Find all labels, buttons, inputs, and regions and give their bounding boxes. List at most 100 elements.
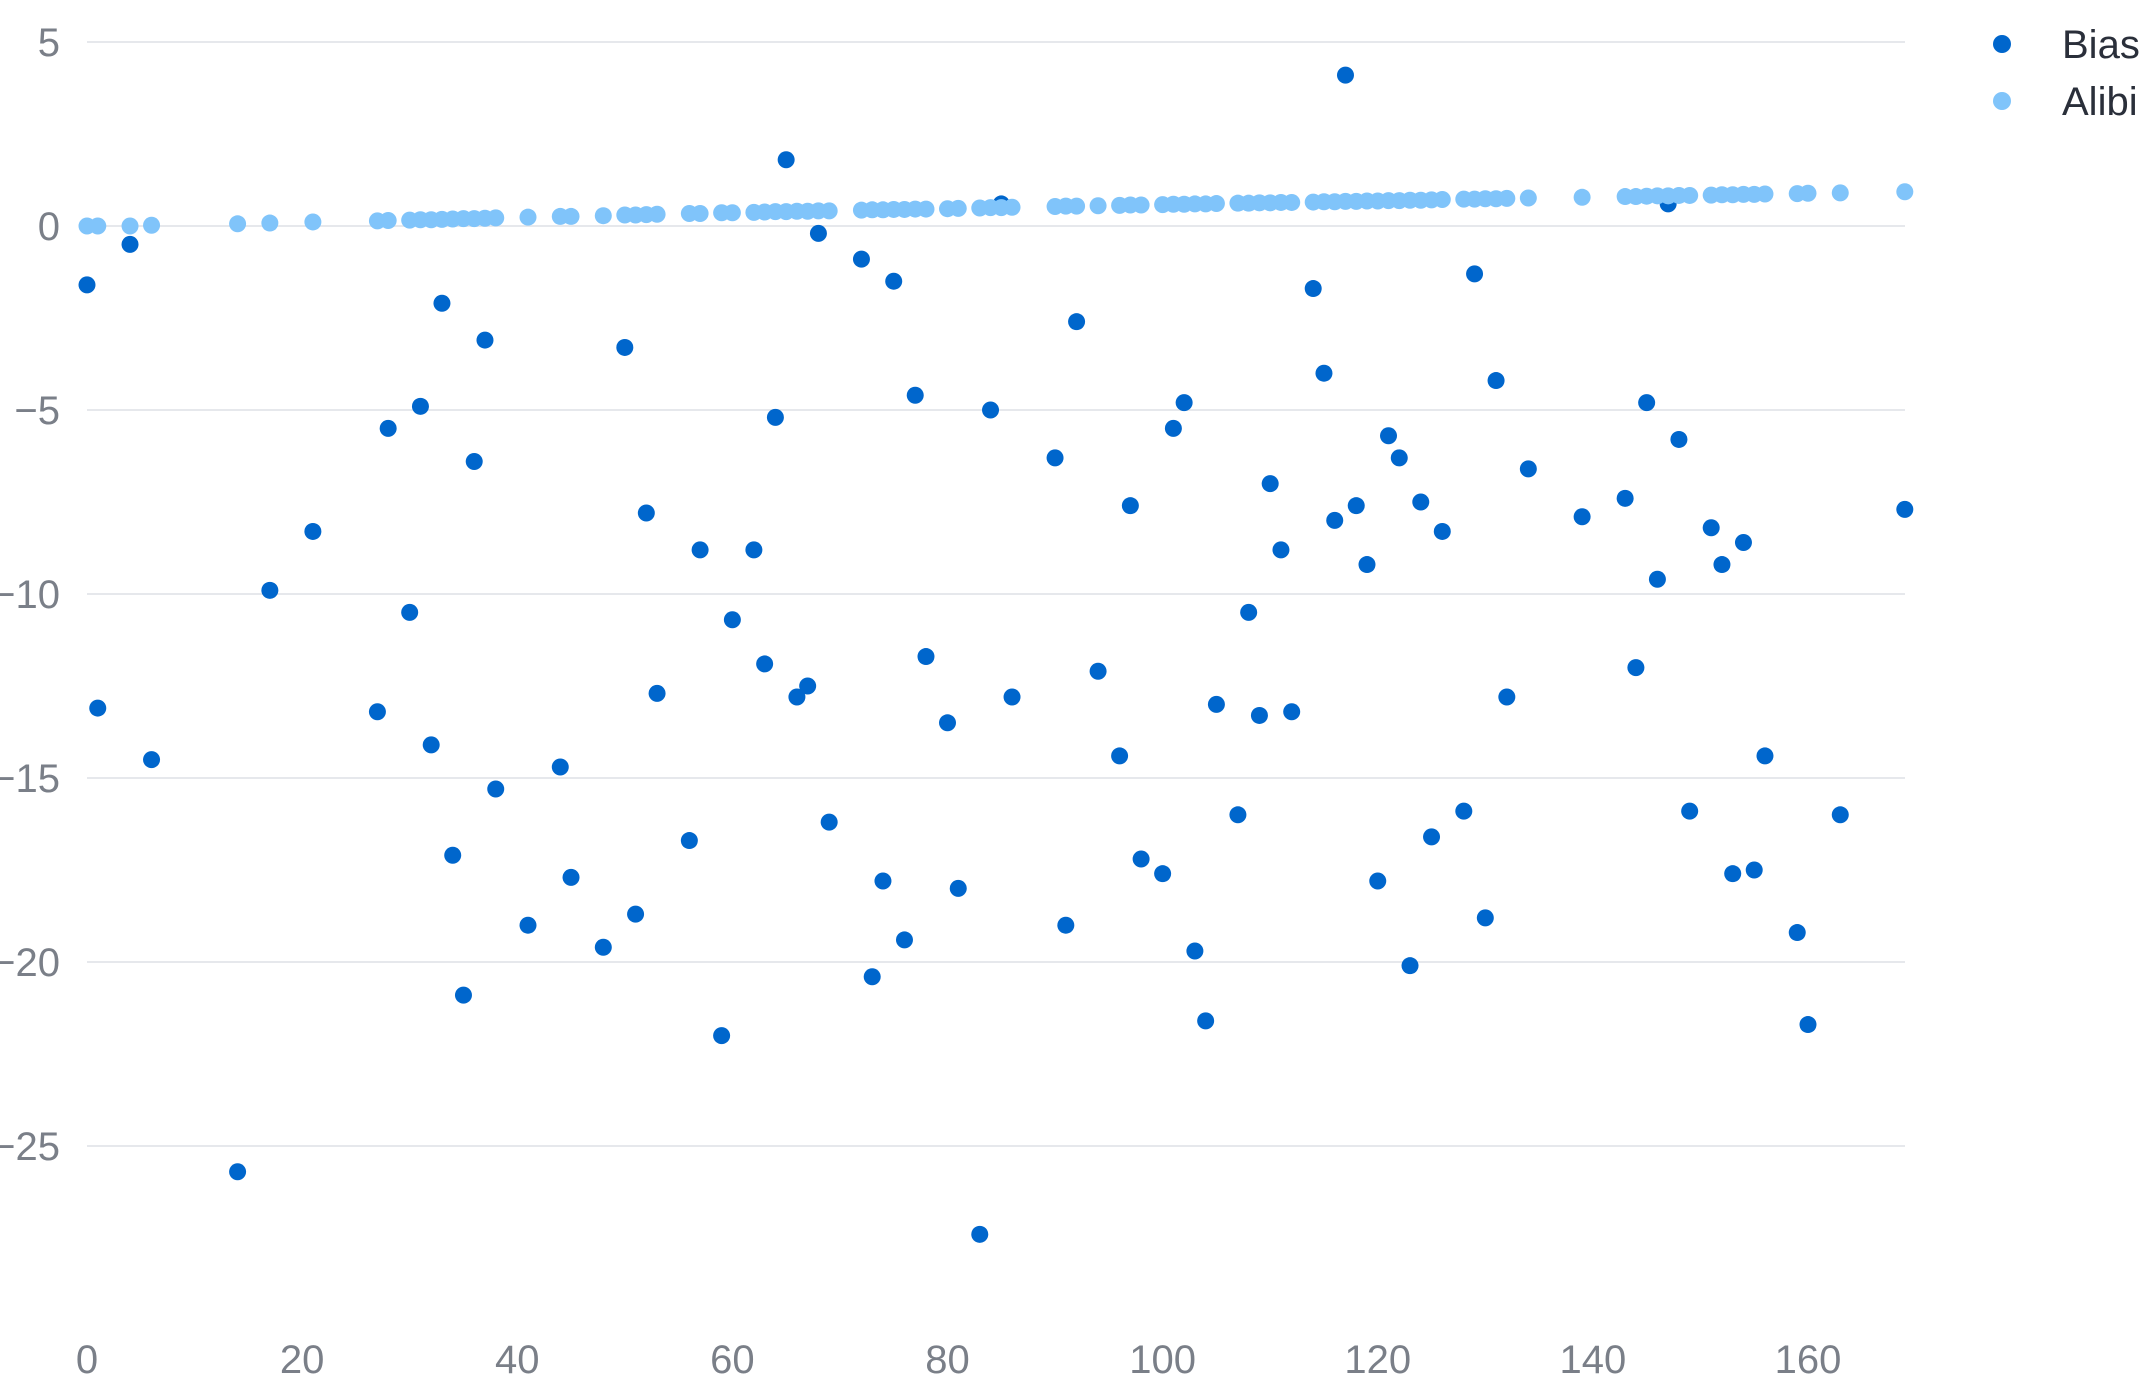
bias-point <box>368 703 386 721</box>
bias-point <box>939 714 956 732</box>
bias-point <box>433 294 451 312</box>
bias-point <box>1627 659 1645 677</box>
bias-point <box>1648 570 1666 588</box>
alibi-point <box>1089 197 1107 215</box>
x-tick-label: 100 <box>1129 1338 1196 1380</box>
alibi-point <box>121 217 139 235</box>
bias-point <box>852 250 870 268</box>
bias-point <box>1412 493 1430 511</box>
alibi-point <box>1433 191 1451 209</box>
bias-point <box>820 813 838 831</box>
bias-point <box>1476 909 1494 927</box>
legend-label-bias: Bias <box>2062 23 2140 67</box>
bias-point <box>788 688 806 706</box>
bias-point <box>1229 806 1247 824</box>
bias-point <box>637 504 655 522</box>
bias-point <box>1121 497 1139 515</box>
bias-point <box>1466 265 1484 283</box>
bias-point <box>379 419 397 437</box>
bias-point <box>1573 508 1591 526</box>
bias-point <box>1003 688 1021 706</box>
bias-point <box>809 224 827 242</box>
x-tick-label: 20 <box>280 1338 325 1380</box>
bias-point <box>777 151 795 169</box>
bias-point <box>1498 688 1516 706</box>
bias-point <box>1068 313 1086 331</box>
alibi-point <box>820 202 838 220</box>
x-tick-label: 0 <box>76 1338 98 1380</box>
bias-point <box>1207 695 1225 713</box>
alibi-point <box>1681 186 1699 204</box>
bias-point <box>1380 427 1398 445</box>
bias-point <box>1788 924 1806 942</box>
alibi-point <box>1283 193 1301 211</box>
bias-point <box>691 541 709 559</box>
bias-point <box>906 386 924 404</box>
bias-point <box>444 846 462 864</box>
alibi-point <box>648 205 666 223</box>
bias-point <box>454 986 472 1004</box>
bias-point <box>799 677 817 695</box>
bias-point <box>949 879 967 897</box>
bias-point <box>89 699 107 717</box>
bias-point <box>261 581 279 599</box>
bias-point <box>1358 556 1376 574</box>
alibi-point <box>1068 197 1086 215</box>
alibi-point <box>519 208 537 226</box>
bias-point <box>1616 489 1634 507</box>
legend-label-alibi: Alibi <box>2062 80 2138 124</box>
alibi-point <box>1756 185 1774 203</box>
y-axis-ticks: 5 0 −5 −10 −15 −20 −25 <box>0 21 60 1169</box>
bias-point <box>648 684 666 702</box>
bias-point <box>1681 802 1699 820</box>
bias-point <box>1702 519 1720 537</box>
bias-point <box>1831 806 1849 824</box>
alibi-point <box>1896 183 1914 201</box>
alibi-point <box>1003 198 1021 216</box>
bias-point <box>627 905 645 923</box>
bias-point <box>1197 1012 1215 1030</box>
alibi-point <box>487 209 505 227</box>
bias-point <box>885 272 903 290</box>
bias-point <box>1272 541 1290 559</box>
x-tick-label: 40 <box>495 1338 540 1380</box>
bias-point <box>1745 861 1763 879</box>
alibi-point <box>379 211 397 229</box>
bias-point <box>1186 942 1204 960</box>
bias-point <box>745 541 763 559</box>
legend: Bias Alibi <box>1993 23 2140 124</box>
alibi-point <box>304 213 322 231</box>
bias-point <box>422 736 440 754</box>
bias-point <box>143 751 161 769</box>
bias-point <box>1423 828 1441 846</box>
bias-point <box>1057 916 1075 934</box>
y-tick-label: 0 <box>38 205 60 249</box>
bias-point <box>713 1027 731 1045</box>
bias-point <box>982 401 1000 419</box>
bias-point <box>1734 533 1752 551</box>
x-tick-label: 140 <box>1560 1338 1627 1380</box>
bias-point <box>1401 957 1419 975</box>
x-tick-label: 160 <box>1775 1338 1842 1380</box>
y-tick-label: −15 <box>0 757 60 801</box>
data-points <box>78 66 1914 1243</box>
bias-point <box>1487 372 1505 390</box>
bias-point <box>1283 703 1301 721</box>
y-tick-label: −5 <box>14 389 60 433</box>
alibi-point <box>89 217 107 235</box>
legend-marker-alibi <box>1993 92 2011 110</box>
bias-point <box>917 648 935 666</box>
alibi-point <box>1519 189 1537 207</box>
bias-point <box>1638 394 1656 412</box>
bias-point <box>1175 394 1193 412</box>
bias-point <box>1455 802 1473 820</box>
bias-point <box>1250 706 1268 724</box>
alibi-point <box>1132 196 1150 214</box>
bias-point <box>1519 460 1537 478</box>
bias-point <box>1347 497 1365 515</box>
bias-point <box>519 916 537 934</box>
x-tick-label: 120 <box>1344 1338 1411 1380</box>
alibi-point <box>1207 195 1225 213</box>
bias-point <box>1111 747 1129 765</box>
